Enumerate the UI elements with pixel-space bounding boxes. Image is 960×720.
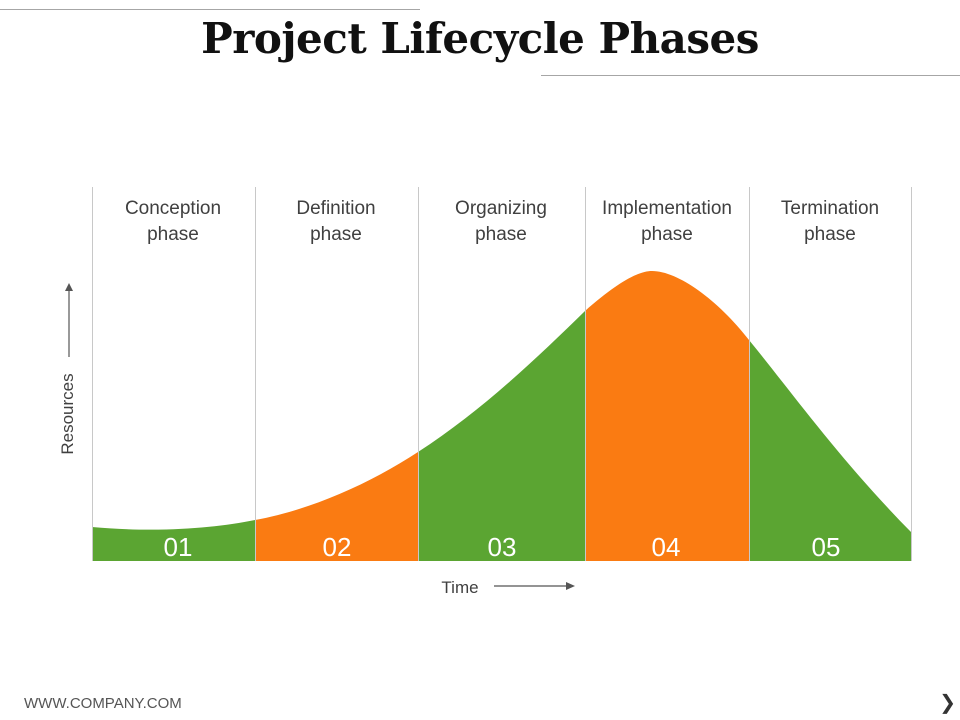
phase-label-02-line2: phase — [310, 224, 362, 245]
phase-dividers — [92, 187, 912, 561]
phase-label-05-line1: Termination — [781, 198, 879, 219]
phase-label-02-line1: Definition — [296, 198, 375, 219]
phase-label-01-line1: Conception — [125, 198, 221, 219]
page-title: Project Lifecycle Phases — [201, 14, 759, 63]
phase-band-02 — [255, 271, 418, 561]
phase-number-04: 04 — [652, 532, 681, 562]
y-axis-label: Resources — [58, 373, 77, 454]
phase-label-05-line2: phase — [804, 224, 856, 245]
y-axis-label-group: Resources — [58, 283, 77, 455]
phase-label-04-line1: Implementation — [602, 198, 732, 219]
phase-number-05: 05 — [812, 532, 841, 562]
phase-band-01 — [92, 271, 255, 561]
phase-number-01: 01 — [164, 532, 193, 562]
phase-number-03: 03 — [488, 532, 517, 562]
phase-band-04 — [585, 271, 749, 561]
footer-website: WWW.COMPANY.COM — [24, 695, 182, 712]
phase-label-03-line2: phase — [475, 224, 527, 245]
phase-number-02: 02 — [323, 532, 352, 562]
top-divider-line — [0, 9, 420, 10]
phase-label-01-line2: phase — [147, 224, 199, 245]
arrow-right-icon — [566, 582, 575, 590]
curve-area — [92, 271, 911, 561]
x-axis-label-group: Time — [441, 578, 575, 597]
phase-band-03 — [418, 271, 585, 561]
phase-band-05 — [749, 271, 911, 561]
title-divider-line — [541, 75, 960, 76]
phase-label-04-line2: phase — [641, 224, 693, 245]
chevron-right-icon[interactable]: ❯ — [939, 692, 956, 714]
phase-label-03-line1: Organizing — [455, 198, 547, 219]
arrow-up-icon — [65, 283, 73, 291]
x-axis-label: Time — [441, 578, 478, 597]
